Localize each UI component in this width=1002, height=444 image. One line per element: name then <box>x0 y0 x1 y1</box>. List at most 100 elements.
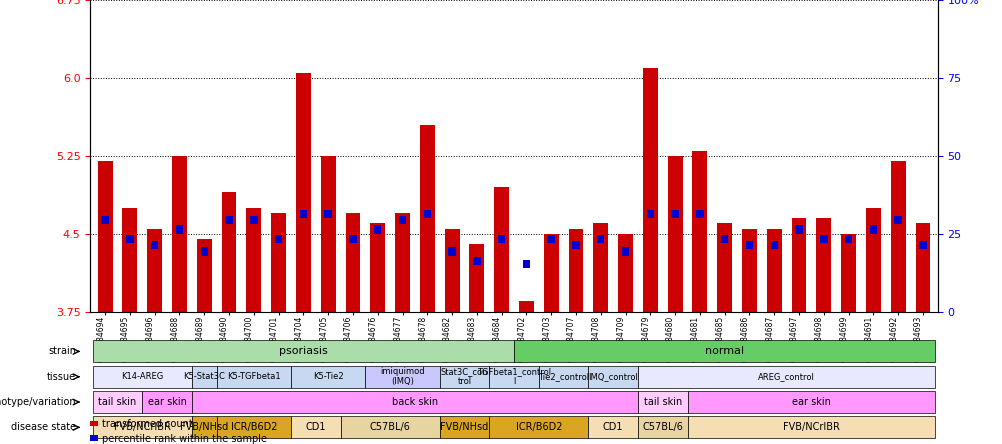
Bar <box>151 241 158 250</box>
FancyBboxPatch shape <box>439 366 489 388</box>
Bar <box>249 216 258 224</box>
Bar <box>547 235 554 243</box>
FancyBboxPatch shape <box>341 416 439 438</box>
FancyBboxPatch shape <box>216 366 291 388</box>
Bar <box>399 216 406 224</box>
Text: back skin: back skin <box>392 397 438 407</box>
Bar <box>444 229 459 312</box>
Bar <box>716 223 731 312</box>
Text: genotype/variation: genotype/variation <box>0 397 76 407</box>
Text: FVB/NCrIBR: FVB/NCrIBR <box>783 422 839 432</box>
FancyBboxPatch shape <box>489 416 588 438</box>
Bar <box>90 421 98 426</box>
FancyBboxPatch shape <box>489 366 538 388</box>
Text: C57BL/6: C57BL/6 <box>370 422 410 432</box>
Bar <box>667 156 682 312</box>
Text: percentile rank within the sample: percentile rank within the sample <box>102 434 268 444</box>
Bar <box>890 161 905 312</box>
Bar <box>221 192 236 312</box>
Bar <box>324 210 332 218</box>
FancyBboxPatch shape <box>637 391 686 413</box>
Text: K5-TGFbeta1: K5-TGFbeta1 <box>226 372 281 381</box>
Text: strain: strain <box>48 346 76 357</box>
Bar <box>596 235 604 243</box>
FancyBboxPatch shape <box>637 416 686 438</box>
FancyBboxPatch shape <box>365 366 439 388</box>
Text: CD1: CD1 <box>306 422 326 432</box>
Bar <box>196 239 211 312</box>
Bar <box>101 216 109 224</box>
Bar <box>175 226 183 234</box>
Text: Stat3C_con
trol: Stat3C_con trol <box>440 367 488 386</box>
Bar <box>593 223 607 312</box>
FancyBboxPatch shape <box>92 341 514 362</box>
Text: transformed count: transformed count <box>102 419 192 429</box>
Bar <box>568 229 583 312</box>
Text: C57BL/6: C57BL/6 <box>641 422 682 432</box>
Bar <box>695 210 703 218</box>
Text: AREG_control: AREG_control <box>758 372 815 381</box>
Text: ear skin: ear skin <box>792 397 830 407</box>
Bar <box>795 226 802 234</box>
Bar <box>275 235 282 243</box>
FancyBboxPatch shape <box>92 416 191 438</box>
Bar <box>617 234 632 312</box>
Bar <box>296 73 311 312</box>
FancyBboxPatch shape <box>686 416 935 438</box>
Text: FVB/NCrIBR: FVB/NCrIBR <box>114 422 170 432</box>
Bar <box>420 125 434 312</box>
FancyBboxPatch shape <box>92 366 191 388</box>
Bar <box>97 161 112 312</box>
Text: ICR/B6D2: ICR/B6D2 <box>230 422 277 432</box>
Bar <box>670 210 678 218</box>
Bar <box>869 226 876 234</box>
FancyBboxPatch shape <box>588 416 637 438</box>
FancyBboxPatch shape <box>191 366 216 388</box>
Bar <box>321 156 336 312</box>
Bar <box>720 235 727 243</box>
Bar <box>349 235 357 243</box>
Bar <box>370 223 385 312</box>
Text: psoriasis: psoriasis <box>279 346 328 357</box>
Bar <box>865 208 880 312</box>
Bar <box>147 229 162 312</box>
FancyBboxPatch shape <box>191 391 637 413</box>
FancyBboxPatch shape <box>637 366 935 388</box>
Bar <box>395 213 410 312</box>
Bar <box>345 213 360 312</box>
Text: CD1: CD1 <box>602 422 623 432</box>
FancyBboxPatch shape <box>142 391 191 413</box>
Text: FVB/NHsd: FVB/NHsd <box>440 422 488 432</box>
Bar <box>423 210 431 218</box>
Bar <box>225 216 232 224</box>
Bar <box>543 234 558 312</box>
Bar <box>448 247 455 256</box>
Bar <box>745 241 753 250</box>
Bar <box>300 210 307 218</box>
Bar <box>894 216 901 224</box>
Text: ICR/B6D2: ICR/B6D2 <box>515 422 561 432</box>
Text: Tie2_control: Tie2_control <box>537 372 588 381</box>
Bar <box>646 210 653 218</box>
Text: K14-AREG: K14-AREG <box>121 372 163 381</box>
Bar <box>844 235 852 243</box>
Bar <box>642 67 657 312</box>
Text: K5-Stat3C: K5-Stat3C <box>183 372 225 381</box>
Text: tail skin: tail skin <box>98 397 136 407</box>
Bar <box>518 301 533 312</box>
FancyBboxPatch shape <box>538 366 588 388</box>
FancyBboxPatch shape <box>514 341 935 362</box>
Bar <box>246 208 261 312</box>
FancyBboxPatch shape <box>216 416 291 438</box>
Text: IMQ_control: IMQ_control <box>587 372 637 381</box>
Bar <box>469 244 484 312</box>
Bar <box>522 260 530 268</box>
Bar <box>572 241 579 250</box>
Bar <box>621 247 628 256</box>
Bar <box>841 234 855 312</box>
Bar <box>820 235 827 243</box>
Bar <box>90 436 98 441</box>
Bar <box>691 151 706 312</box>
Bar <box>374 226 381 234</box>
Text: ear skin: ear skin <box>147 397 186 407</box>
